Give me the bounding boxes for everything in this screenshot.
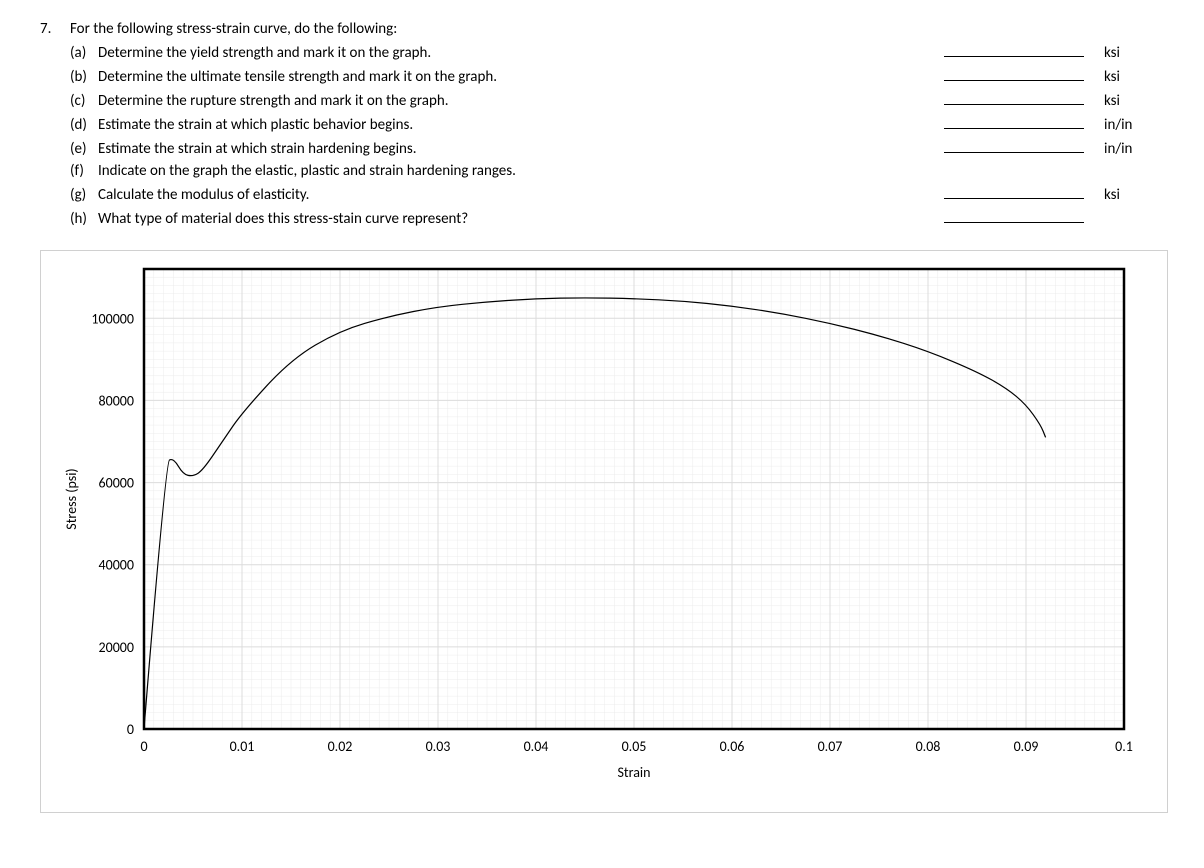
part-text: Determine the rupture strength and mark … <box>98 92 944 110</box>
svg-text:60000: 60000 <box>99 475 134 492</box>
answer-unit: in/in <box>1104 116 1164 134</box>
svg-text:0.1: 0.1 <box>1115 738 1133 755</box>
part-text: Calculate the modulus of elasticity. <box>98 186 944 204</box>
question-number: 7. <box>40 20 70 38</box>
svg-text:0: 0 <box>127 721 134 738</box>
answer-blank-cell <box>944 90 1104 110</box>
svg-text:0.01: 0.01 <box>230 738 255 755</box>
svg-text:0.02: 0.02 <box>328 738 353 755</box>
answer-blank[interactable] <box>944 90 1084 105</box>
question-part: (a)Determine the yield strength and mark… <box>70 42 1164 62</box>
question-part: (c)Determine the rupture strength and ma… <box>70 90 1164 110</box>
part-label: (e) <box>70 140 98 158</box>
answer-blank[interactable] <box>944 138 1084 153</box>
part-label: (a) <box>70 44 98 62</box>
part-label: (b) <box>70 68 98 86</box>
svg-text:Stress (psi): Stress (psi) <box>63 468 80 529</box>
answer-blank[interactable] <box>944 66 1084 81</box>
question-prompt: For the following stress-strain curve, d… <box>70 20 1164 38</box>
svg-text:40000: 40000 <box>99 557 134 574</box>
answer-blank-cell <box>944 42 1104 62</box>
svg-text:0.06: 0.06 <box>720 738 745 755</box>
answer-blank[interactable] <box>944 208 1084 223</box>
answer-unit: in/in <box>1104 140 1164 158</box>
part-text: Determine the yield strength and mark it… <box>98 44 944 62</box>
svg-text:0.05: 0.05 <box>622 738 647 755</box>
question-part: (f)Indicate on the graph the elastic, pl… <box>70 162 1164 180</box>
answer-blank[interactable] <box>944 184 1084 199</box>
question-part: (d)Estimate the strain at which plastic … <box>70 114 1164 134</box>
svg-text:0.08: 0.08 <box>916 738 941 755</box>
question-part: (h)What type of material does this stres… <box>70 208 1164 228</box>
answer-blank-cell <box>944 114 1104 134</box>
part-label: (d) <box>70 116 98 134</box>
question-parts-container: For the following stress-strain curve, d… <box>70 20 1164 232</box>
answer-blank-cell <box>944 138 1104 158</box>
part-label: (g) <box>70 186 98 204</box>
part-label: (h) <box>70 210 98 228</box>
svg-text:0.03: 0.03 <box>426 738 451 755</box>
part-label: (f) <box>70 162 98 180</box>
part-text: What type of material does this stress-s… <box>98 210 944 228</box>
svg-text:20000: 20000 <box>99 639 134 656</box>
svg-text:0.04: 0.04 <box>524 738 549 755</box>
stress-strain-chart: 0 0.01 0.02 0.03 0.04 0.05 0.06 0.07 0.08 0.09 0.1… <box>49 259 1144 799</box>
answer-unit: ksi <box>1104 186 1164 204</box>
answer-blank-cell <box>944 66 1104 86</box>
svg-text:100000: 100000 <box>91 310 134 327</box>
answer-blank[interactable] <box>944 114 1084 129</box>
svg-text:80000: 80000 <box>99 392 134 409</box>
question-block: 7. For the following stress-strain curve… <box>40 20 1164 232</box>
part-text: Estimate the strain at which strain hard… <box>98 140 944 158</box>
answer-blank-cell <box>944 184 1104 204</box>
question-part: (b)Determine the ultimate tensile streng… <box>70 66 1164 86</box>
stress-strain-chart-container: 0 0.01 0.02 0.03 0.04 0.05 0.06 0.07 0.08 0.09 0.1… <box>40 250 1168 813</box>
answer-blank[interactable] <box>944 42 1084 57</box>
answer-unit: ksi <box>1104 68 1164 86</box>
answer-unit: ksi <box>1104 92 1164 110</box>
question-part: (g)Calculate the modulus of elasticity. k… <box>70 184 1164 204</box>
answer-unit: ksi <box>1104 44 1164 62</box>
part-label: (c) <box>70 92 98 110</box>
part-text: Determine the ultimate tensile strength … <box>98 68 944 86</box>
part-text: Estimate the strain at which plastic beh… <box>98 116 944 134</box>
svg-text:0: 0 <box>140 738 147 755</box>
svg-text:0.07: 0.07 <box>818 738 843 755</box>
part-text: Indicate on the graph the elastic, plast… <box>98 162 944 180</box>
svg-text:0.09: 0.09 <box>1014 738 1039 755</box>
answer-blank-cell <box>944 208 1104 228</box>
svg-text:Strain: Strain <box>618 764 651 781</box>
question-part: (e)Estimate the strain at which strain h… <box>70 138 1164 158</box>
